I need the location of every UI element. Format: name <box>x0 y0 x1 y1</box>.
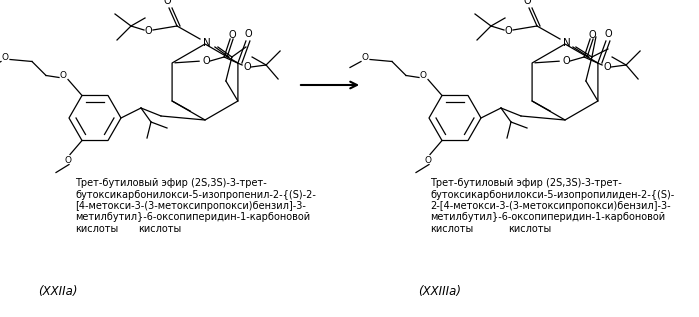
Text: O: O <box>562 56 570 66</box>
Text: O: O <box>1 53 8 62</box>
Text: O: O <box>163 0 171 6</box>
Text: O: O <box>603 62 611 72</box>
Text: O: O <box>361 53 368 62</box>
Text: O: O <box>424 156 431 165</box>
Text: 2-[4-метокси-3-(3-метоксипропокси)бензил]-3-: 2-[4-метокси-3-(3-метоксипропокси)бензил… <box>430 201 670 211</box>
Text: O: O <box>504 26 512 36</box>
Text: кислоты: кислоты <box>508 224 552 234</box>
Text: O: O <box>229 30 236 40</box>
Text: бутоксикарбонилокси-5-изопропилиден-2-{(S)-: бутоксикарбонилокси-5-изопропилиден-2-{(… <box>430 190 675 199</box>
Text: метилбутил}-6-оксопиперидин-1-карбоновой: метилбутил}-6-оксопиперидин-1-карбоновой <box>430 212 665 223</box>
Text: метилбутил}-6-оксопиперидин-1-карбоновой: метилбутил}-6-оксопиперидин-1-карбоновой <box>75 212 310 223</box>
Text: O: O <box>144 26 152 36</box>
Text: O: O <box>64 156 71 165</box>
Text: O: O <box>244 29 252 39</box>
Text: N: N <box>203 38 211 48</box>
Text: бутоксикарбонилокси-5-изопропенил-2-{(S)-2-: бутоксикарбонилокси-5-изопропенил-2-{(S)… <box>75 190 316 199</box>
Text: O: O <box>523 0 531 6</box>
Text: N: N <box>563 38 571 48</box>
Text: O: O <box>589 30 596 40</box>
Text: Трет-бутиловый эфир (2S,3S)-3-трет-: Трет-бутиловый эфир (2S,3S)-3-трет- <box>430 178 621 188</box>
Text: Трет-бутиловый эфир (2S,3S)-3-трет-: Трет-бутиловый эфир (2S,3S)-3-трет- <box>75 178 267 188</box>
Text: кислоты: кислоты <box>75 224 118 234</box>
Text: O: O <box>419 71 426 80</box>
Text: (XXIIIa): (XXIIIa) <box>418 285 461 298</box>
Text: O: O <box>202 56 210 66</box>
Text: (XXIIa): (XXIIa) <box>38 285 78 298</box>
Text: O: O <box>604 29 612 39</box>
Text: кислоты: кислоты <box>430 224 473 234</box>
Text: [4-метокси-3-(3-метоксипропокси)бензил]-3-: [4-метокси-3-(3-метоксипропокси)бензил]-… <box>75 201 306 211</box>
Text: O: O <box>59 71 66 80</box>
Text: O: O <box>243 62 251 72</box>
Text: кислоты: кислоты <box>138 224 182 234</box>
